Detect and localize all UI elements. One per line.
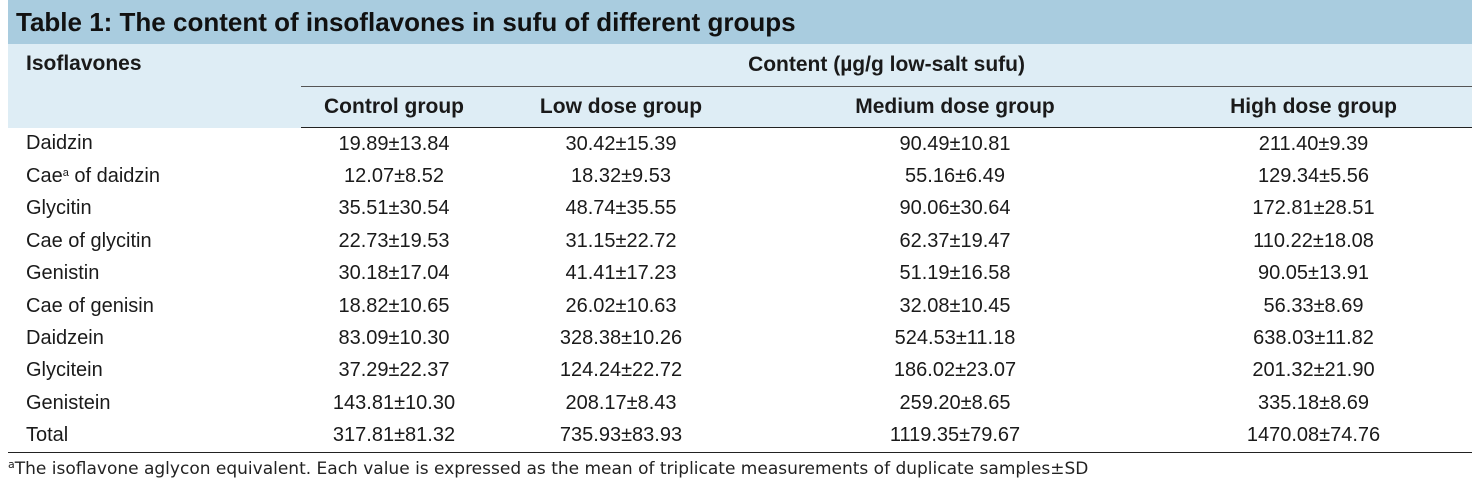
value-cell-high: 172.81±28.51: [1252, 197, 1375, 220]
table-body: Daidzin 19.89±13.84 30.42±15.39 90.49±10.81…: [8, 128, 1473, 453]
value-cell-control: 19.89±13.84: [338, 132, 450, 155]
isoflavone-name: Cae of glycitin: [8, 225, 301, 257]
footnote-marker: a: [62, 167, 69, 180]
value-cell-control: 143.81±10.30: [332, 391, 456, 414]
value-cell-high: 201.32±21.90: [1252, 359, 1375, 382]
footnote: aThe isoflavone aglycon equivalent. Each…: [8, 453, 1472, 479]
isoflavone-name: Cae of genisin: [8, 290, 301, 322]
footnote-text: The isoflavone aglycon equivalent. Each …: [14, 458, 1089, 479]
value-cell-medium: 90.49±10.81: [899, 132, 1011, 155]
value-cell-high: 1470.08±74.76: [1155, 419, 1473, 453]
value-cell-low: 26.02±10.63: [565, 294, 677, 317]
value-cell-control: 37.29±22.37: [338, 359, 450, 382]
table-title: Table 1: The content of insoflavones in …: [8, 0, 1472, 44]
isoflavone-name: Genistein: [8, 387, 301, 419]
table-row: Total 317.81±81.32 735.93±83.93 1119.35±79.…: [8, 419, 1473, 453]
value-cell-low: 735.93±83.93: [487, 419, 755, 453]
value-cell-high: 90.05±13.91: [1257, 262, 1370, 285]
group-header-low: Low dose group: [487, 86, 755, 128]
value-cell-control: 83.09±10.30: [338, 327, 450, 350]
value-cell-high: 129.34±5.56: [1257, 165, 1370, 188]
value-cell-control: 22.73±19.53: [338, 229, 450, 252]
isoflavone-table: Isoflavones Content (µg/g low-salt sufu)…: [8, 44, 1473, 453]
value-cell-medium: 32.08±10.45: [899, 294, 1011, 317]
isoflavones-header: Isoflavones: [26, 52, 142, 75]
table-row: Daidzein 83.09±10.30 328.38±10.26 524.53±11…: [8, 322, 1472, 354]
value-cell-high: 638.03±11.82: [1253, 327, 1374, 350]
value-cell-medium: 524.53±11.18: [894, 327, 1016, 350]
isoflavone-name-suffix: of daidzin: [68, 165, 160, 188]
table-row: Glycitin 35.51±30.54 48.74±35.55 90.06±30.6…: [8, 193, 1472, 225]
isoflavone-name-text: Cae of genisin: [26, 294, 154, 317]
isoflavone-name: Total: [8, 419, 301, 453]
group-header-medium: Medium dose group: [755, 86, 1155, 128]
isoflavone-name-text: Total: [26, 424, 69, 447]
table-row: Glycitein 37.29±22.37 124.24±22.72 186.02±2…: [8, 355, 1472, 387]
value-cell-high: 335.18±8.69: [1257, 391, 1370, 414]
value-cell-low: 41.41±17.23: [565, 262, 677, 285]
isoflavone-name: Genistin: [8, 258, 301, 290]
isoflavone-name-text: Cae of glycitin: [26, 229, 152, 252]
value-cell-low: 208.17±8.43: [565, 391, 677, 414]
isoflavone-name-text: Genistin: [26, 262, 100, 285]
table-header: Isoflavones Content (µg/g low-salt sufu)…: [8, 44, 1473, 128]
table-row: Daidzin 19.89±13.84 30.42±15.39 90.49±10.81…: [8, 128, 1472, 161]
isoflavone-name: Glycitein: [8, 355, 301, 387]
value-cell-control: 12.07±8.52: [344, 165, 444, 188]
value-cell-high: 56.33±8.69: [1263, 294, 1364, 317]
isoflavone-name-text: Glycitin: [26, 197, 92, 220]
value-cell-low: 48.74±35.55: [565, 197, 677, 220]
value-cell-high: 110.22±18.08: [1253, 229, 1374, 252]
value-cell-control: 30.18±17.04: [338, 262, 450, 285]
isoflavone-name: Daidzein: [8, 322, 301, 354]
table-row: Genistein 143.81±10.30 208.17±8.43 259.20±8…: [8, 387, 1472, 419]
group-header-control: Control group: [301, 86, 487, 128]
value-cell-control: 18.82±10.65: [338, 294, 450, 317]
value-cell-low: 124.24±22.72: [559, 359, 683, 382]
value-cell-low: 31.15±22.72: [565, 229, 677, 252]
table-row: Cae of glycitin 22.73±19.53 31.15±22.72 62.…: [8, 225, 1472, 257]
table-row: Genistin 30.18±17.04 41.41±17.23 51.19±16.5…: [8, 258, 1472, 290]
table-row: Caea of daidzin 12.07±8.52 18.32±9.53 55.16…: [8, 160, 1472, 192]
value-cell-high: 211.40±9.39: [1258, 132, 1369, 155]
table-figure: Table 1: The content of insoflavones in …: [8, 0, 1473, 479]
isoflavone-name: Glycitin: [8, 193, 301, 225]
content-header: Content (µg/g low-salt sufu): [301, 44, 1473, 87]
table-row: Cae of genisin 18.82±10.65 26.02±10.63 32.0…: [8, 290, 1472, 322]
value-cell-medium: 55.16±6.49: [905, 165, 1005, 188]
value-cell-low: 18.32±9.53: [571, 165, 671, 188]
value-cell-medium: 62.37±19.47: [899, 229, 1011, 252]
isoflavone-name-text: Daidzein: [26, 327, 104, 350]
isoflavone-name-text: Genistein: [26, 391, 111, 414]
value-cell-medium: 259.20±8.65: [899, 391, 1011, 414]
value-cell-low: 30.42±15.39: [565, 132, 677, 155]
footnote-marker: a: [8, 457, 15, 471]
value-cell-medium: 51.19±16.58: [899, 262, 1011, 285]
value-cell-control: 35.51±30.54: [338, 197, 450, 220]
value-cell-medium: 1119.35±79.67: [755, 419, 1155, 453]
value-cell-control: 317.81±81.32: [301, 419, 487, 453]
group-header-high: High dose group: [1155, 86, 1473, 128]
isoflavone-name: Caea of daidzin: [8, 160, 301, 192]
isoflavone-name: Daidzin: [8, 128, 301, 161]
value-cell-medium: 186.02±23.07: [893, 359, 1017, 382]
value-cell-low: 328.38±10.26: [559, 327, 683, 350]
isoflavone-name-text: Cae: [26, 165, 63, 188]
value-cell-medium: 90.06±30.64: [899, 197, 1011, 220]
isoflavone-name-text: Daidzin: [26, 132, 93, 155]
isoflavone-name-text: Glycitein: [26, 359, 103, 382]
